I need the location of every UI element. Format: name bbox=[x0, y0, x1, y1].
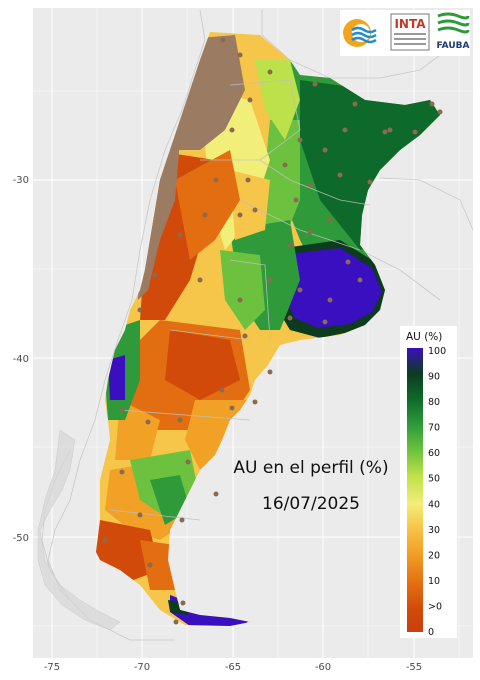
legend-labels: 100 90 80 70 60 50 40 30 20 10 >0 0 bbox=[428, 346, 446, 638]
legend-tick-label: 80 bbox=[428, 397, 440, 408]
legend-tick-label: 100 bbox=[428, 346, 446, 357]
x-tick-label: -55 bbox=[406, 662, 422, 673]
y-tick-label: -40 bbox=[13, 354, 29, 365]
chile-islands bbox=[37, 429, 121, 631]
map-title: AU en el perfil (%) bbox=[233, 458, 388, 478]
cima-logo-icon bbox=[343, 19, 377, 47]
legend-tick-label: 10 bbox=[428, 576, 440, 587]
legend-tick-label: >0 bbox=[428, 601, 442, 612]
fauba-logo-icon: FAUBA bbox=[437, 12, 470, 51]
legend-tick-label: 50 bbox=[428, 474, 440, 485]
x-tick-label: -70 bbox=[134, 662, 150, 673]
map-date: 16/07/2025 bbox=[262, 494, 360, 514]
legend-tick-label: 60 bbox=[428, 448, 440, 459]
y-tick-label: -30 bbox=[13, 175, 29, 186]
legend-tick-label: 30 bbox=[428, 525, 440, 536]
legend-title: AU (%) bbox=[406, 331, 442, 343]
x-axis: -75 -70 -65 -60 -55 bbox=[44, 662, 422, 673]
y-axis: -30 -40 -50 bbox=[13, 175, 29, 544]
legend-tick-label: 70 bbox=[428, 423, 440, 434]
x-tick-label: -60 bbox=[315, 662, 331, 673]
inta-logo-icon: INTA bbox=[390, 13, 430, 51]
y-tick-label: -50 bbox=[13, 533, 29, 544]
logo-bar: INTA FAUBA bbox=[340, 10, 470, 56]
inta-logo-text: INTA bbox=[394, 17, 426, 31]
x-tick-label: -75 bbox=[44, 662, 60, 673]
fauba-logo-text: FAUBA bbox=[437, 41, 470, 51]
legend-tick-label: 40 bbox=[428, 499, 440, 510]
legend-tick-label: 0 bbox=[428, 627, 434, 638]
legend-tick-label: 90 bbox=[428, 372, 440, 383]
province-borders bbox=[109, 79, 371, 521]
legend-tick-label: 20 bbox=[428, 550, 440, 561]
legend: AU (%) 100 90 80 70 60 50 40 30 20 10 >0 0 bbox=[400, 326, 457, 638]
legend-colorbar bbox=[407, 348, 423, 632]
x-tick-label: -65 bbox=[225, 662, 241, 673]
station-points bbox=[102, 37, 443, 625]
